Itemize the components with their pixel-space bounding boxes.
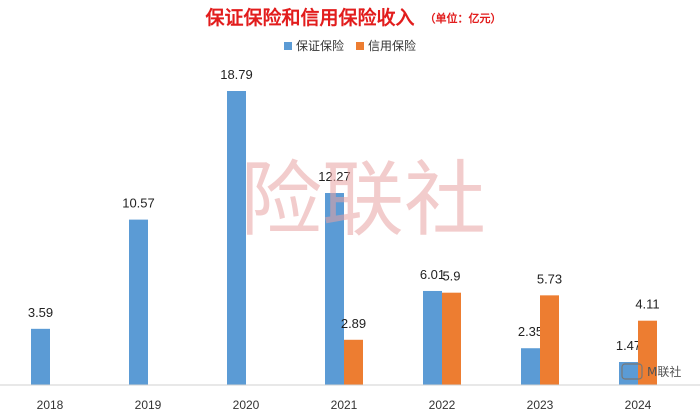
bar-series-1	[129, 219, 148, 385]
data-label: 5.73	[537, 271, 562, 286]
x-tick-label: 2024	[625, 398, 652, 412]
legend: 保证保险 信用保险	[284, 38, 416, 53]
bar-series-1	[31, 328, 50, 385]
logo-icon	[621, 363, 643, 380]
chart-unit: （单位：亿元）	[425, 11, 502, 25]
bar-series-1	[325, 193, 344, 385]
x-tick-label: 2022	[429, 398, 456, 412]
logo-text: M联社	[647, 364, 681, 379]
chart-title: 保证保险和信用保险收入	[204, 6, 414, 29]
data-label: 10.57	[122, 196, 155, 211]
watermark: 险联社	[240, 153, 486, 248]
data-label: 3.59	[28, 305, 53, 320]
x-tick-label: 2018	[37, 398, 64, 412]
x-tick-label: 2020	[233, 398, 260, 412]
data-label: 5.9	[442, 269, 460, 284]
corner-logo: M联社	[621, 363, 681, 380]
plot-area: 3.59 10.57 18.79 12.27 6.01 2.35 1.47 2.89 5.9 5.…	[28, 67, 660, 385]
bar-series-1	[423, 290, 442, 385]
bar-series-1	[227, 91, 246, 385]
legend-swatch-series-1	[284, 42, 292, 50]
bar-series-2	[442, 292, 461, 385]
bar-series-2	[540, 295, 559, 385]
data-label: 1.47	[616, 338, 641, 353]
data-label: 12.27	[318, 169, 351, 184]
x-tick-label: 2021	[331, 398, 358, 412]
data-label: 4.11	[635, 297, 659, 312]
data-label: 6.01	[420, 267, 445, 282]
x-tick-label: 2019	[135, 398, 162, 412]
data-label: 18.79	[220, 67, 253, 82]
bar-series-2	[344, 339, 363, 385]
legend-swatch-series-2	[356, 42, 364, 50]
bar-series-2	[638, 320, 657, 385]
x-tick-label: 2023	[527, 398, 554, 412]
x-axis-ticks: 2018 2019 2020 2021 2022 2023 2024	[37, 398, 652, 412]
data-label: 2.89	[341, 316, 366, 331]
legend-label-series-1: 保证保险	[296, 38, 344, 53]
bar-series-1	[521, 348, 540, 385]
data-label: 2.35	[518, 324, 543, 339]
legend-label-series-2: 信用保险	[368, 38, 416, 53]
